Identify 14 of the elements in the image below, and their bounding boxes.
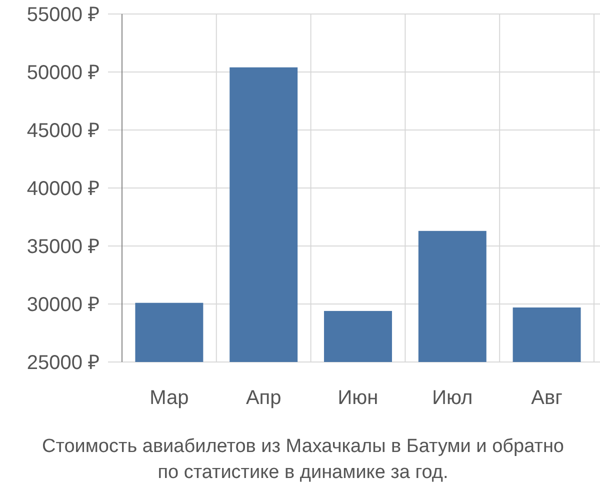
y-tick-label: 25000 ₽ — [26, 352, 100, 374]
x-tick-label: Апр — [246, 387, 282, 409]
y-tick-label: 45000 ₽ — [26, 120, 100, 142]
y-tick-label: 30000 ₽ — [26, 294, 100, 316]
x-tick-label: Авг — [531, 387, 562, 409]
text: по статистике в динамике за год. — [158, 462, 448, 483]
y-tick-label: 35000 ₽ — [26, 236, 100, 258]
x-tick-label: Июл — [432, 387, 473, 409]
x-tick-label: Мар — [150, 387, 189, 409]
y-tick-label: 40000 ₽ — [26, 178, 100, 200]
y-tick-label: 50000 ₽ — [26, 62, 100, 84]
x-tick-label: Июн — [338, 387, 378, 409]
text: Стоимость авиабилетов из Махачкалы в Батуми и обратно — [42, 436, 564, 457]
y-tick-label: 55000 ₽ — [26, 4, 100, 26]
